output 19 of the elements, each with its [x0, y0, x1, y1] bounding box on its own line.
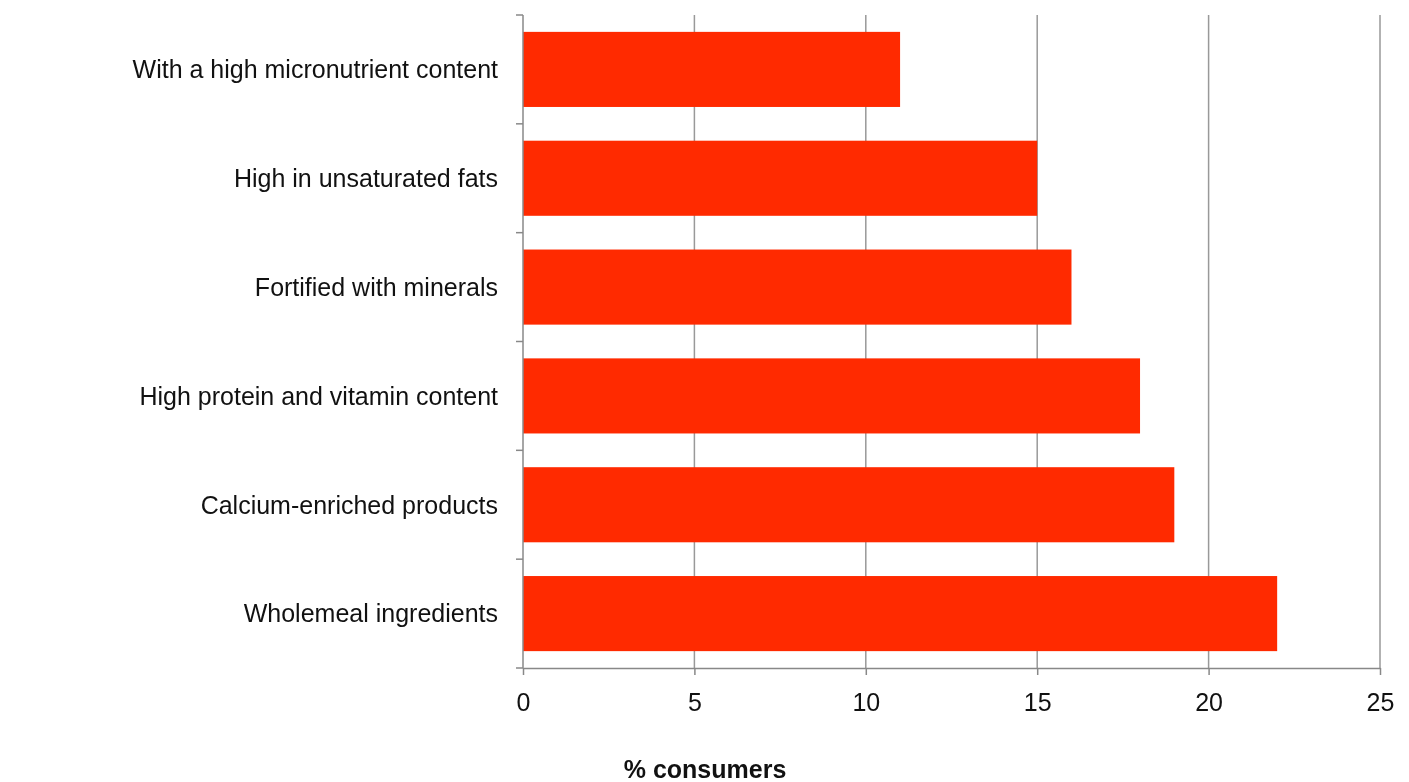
x-tick-label: 5 [687, 687, 702, 716]
x-axis-title: % consumers [623, 755, 787, 782]
bar [523, 31, 901, 107]
bar [523, 140, 1038, 216]
bar [523, 249, 1072, 325]
y-tick-label: High protein and vitamin content [139, 381, 499, 410]
y-tick-label: With a high micronutrient content [132, 55, 499, 84]
x-tick-label: 20 [1195, 687, 1224, 716]
x-tick-label: 25 [1366, 687, 1395, 716]
x-tick-label: 0 [516, 687, 531, 716]
y-tick-label: Calcium-enriched products [200, 490, 498, 519]
bar [523, 576, 1278, 652]
x-tick-label: 15 [1023, 687, 1052, 716]
bar [523, 358, 1141, 434]
y-tick-label: Wholemeal ingredients [243, 599, 498, 628]
x-tick-label: 10 [852, 687, 881, 716]
bar [523, 467, 1175, 543]
y-tick-label: High in unsaturated fats [233, 164, 498, 192]
y-tick-label: Fortified with minerals [254, 272, 498, 301]
